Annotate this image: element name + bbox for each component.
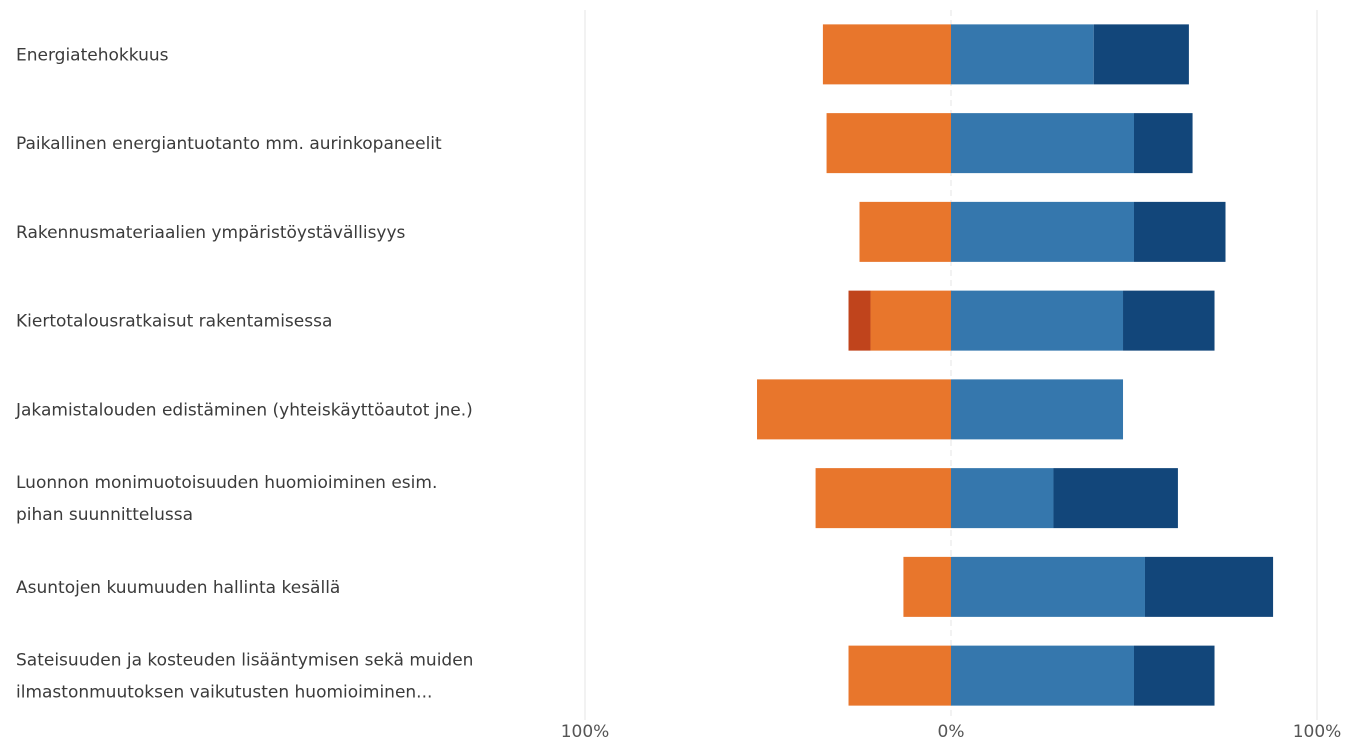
bars (757, 24, 1274, 706)
bar-row4-series2 (951, 379, 1124, 440)
bar-row7-series3 (1134, 645, 1215, 706)
category-label-3: Kiertotalousratkaisut rakentamisessa (16, 312, 332, 332)
bar-row1-series2 (951, 113, 1134, 174)
bar-row7-series2 (951, 645, 1134, 706)
bar-row7-series1 (848, 645, 951, 706)
category-label-1: Paikallinen energiantuotanto mm. aurinko… (16, 134, 442, 154)
tick-label-0: 100% (561, 722, 610, 742)
bar-row2-series3 (1134, 201, 1226, 262)
bar-row6-series3 (1144, 556, 1274, 617)
bar-row5-series3 (1053, 468, 1178, 529)
category-labels: Energiatehokkuus Paikallinen energiantuot… (15, 45, 473, 702)
bar-row0-series1 (822, 24, 951, 85)
bar-row0-series2 (951, 24, 1094, 85)
category-label-0: Energiatehokkuus (16, 45, 169, 65)
bar-row3-series3 (1123, 290, 1215, 351)
bar-row5-series1 (815, 468, 951, 529)
bar-row6-series1 (903, 556, 951, 617)
bar-row2-series1 (859, 201, 951, 262)
bar-row3-series0 (848, 290, 871, 351)
bar-row1-series1 (826, 113, 951, 174)
category-label-2: Rakennusmateriaalien ympäristöystävällis… (16, 223, 406, 243)
category-label-6: Asuntojen kuumuuden hallinta kesällä (16, 578, 340, 598)
bar-row4-series1 (757, 379, 951, 440)
bar-row5-series2 (951, 468, 1054, 529)
category-label-4: Jakamistalouden edistäminen (yhteiskäytt… (15, 400, 473, 420)
bar-row6-series2 (951, 556, 1145, 617)
bar-row1-series3 (1134, 113, 1193, 174)
tick-label-2: 100% (1293, 722, 1342, 742)
category-label-7: Sateisuuden ja kosteuden lisääntymisen s… (16, 651, 473, 703)
x-axis-ticks: 100% 0% 100% (561, 722, 1342, 742)
bar-row0-series3 (1093, 24, 1189, 85)
tick-label-1: 0% (938, 722, 965, 742)
bar-row2-series2 (951, 201, 1134, 262)
bar-row3-series1 (870, 290, 951, 351)
bar-row3-series2 (951, 290, 1124, 351)
category-label-5: Luonnon monimuotoisuuden huomioiminen es… (16, 473, 437, 525)
